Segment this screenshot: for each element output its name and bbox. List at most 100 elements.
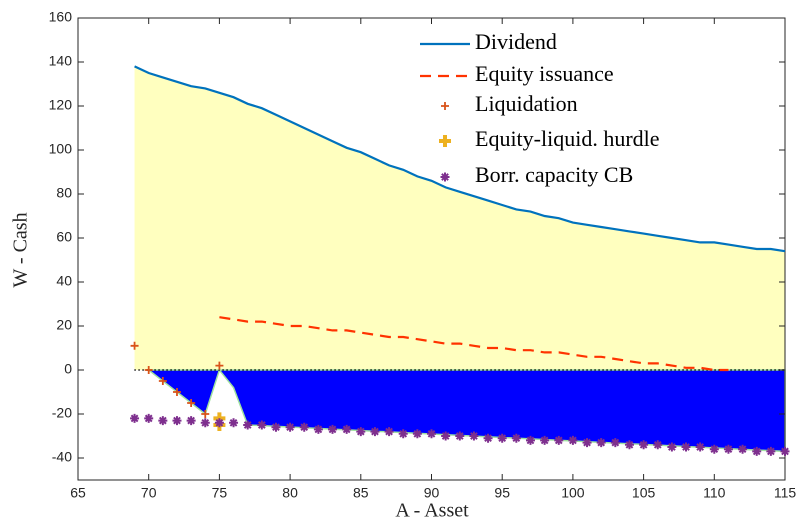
marker <box>271 422 281 432</box>
y-tick-label: 40 <box>56 273 72 289</box>
marker <box>356 427 366 437</box>
marker-shape <box>511 433 521 443</box>
area-fill <box>134 66 785 371</box>
marker <box>483 433 493 443</box>
x-axis-label: A - Asset <box>395 500 469 522</box>
marker <box>511 433 521 443</box>
marker <box>525 435 535 445</box>
marker-shape <box>596 438 606 448</box>
marker <box>201 410 210 418</box>
area <box>146 368 786 453</box>
marker-shape <box>215 361 224 370</box>
marker-shape <box>723 444 733 454</box>
marker <box>370 427 380 437</box>
marker-shape <box>328 424 338 434</box>
marker-shape <box>469 431 479 441</box>
marker <box>313 424 323 434</box>
marker <box>610 438 620 448</box>
legend-swatch <box>441 102 449 110</box>
y-tick-label: 60 <box>56 229 72 245</box>
marker-shape <box>695 442 705 452</box>
marker <box>229 418 239 428</box>
marker <box>187 399 196 407</box>
marker <box>328 424 338 434</box>
marker <box>653 440 663 450</box>
marker-shape <box>144 413 154 423</box>
x-tick-label: 115 <box>774 485 797 501</box>
marker-shape <box>440 172 450 182</box>
marker-shape <box>780 446 790 456</box>
marker <box>144 366 153 374</box>
marker <box>158 416 168 426</box>
y-tick-label: -20 <box>52 405 72 421</box>
marker <box>441 431 451 441</box>
marker-shape <box>243 420 253 430</box>
y-tick-label: 140 <box>49 53 73 69</box>
marker <box>243 420 253 430</box>
marker-shape <box>158 377 167 385</box>
marker <box>299 422 309 432</box>
marker <box>596 438 606 448</box>
marker-shape <box>356 427 366 437</box>
marker <box>398 429 408 439</box>
marker-shape <box>441 102 449 110</box>
marker-shape <box>427 429 436 439</box>
marker <box>158 377 167 385</box>
legend-label: Equity-liquid. hurdle <box>475 126 660 151</box>
x-tick-label: 110 <box>703 485 726 501</box>
marker-shape <box>709 444 719 454</box>
marker-shape <box>130 413 140 423</box>
marker <box>639 440 649 450</box>
marker-shape <box>186 416 196 426</box>
y-tick-label: 80 <box>56 185 72 201</box>
marker <box>342 424 352 434</box>
marker-shape <box>200 418 210 428</box>
marker <box>200 418 210 428</box>
marker-shape <box>752 446 762 456</box>
marker-shape <box>342 424 352 434</box>
x-tick-label: 65 <box>70 485 86 501</box>
marker <box>130 413 140 423</box>
x-tick-label: 95 <box>494 485 510 501</box>
y-tick-label: 160 <box>49 9 73 25</box>
marker-shape <box>144 366 153 374</box>
marker-shape <box>398 429 408 439</box>
legend-label: Liquidation <box>475 91 578 116</box>
legend-swatch <box>439 135 451 147</box>
series-line <box>134 65 786 253</box>
marker-shape <box>610 438 620 448</box>
marker-shape <box>624 440 634 450</box>
marker <box>497 433 507 443</box>
marker-shape <box>582 438 592 448</box>
marker <box>469 431 479 441</box>
marker-shape <box>439 135 451 147</box>
marker-shape <box>370 427 380 437</box>
x-tick-label: 80 <box>282 485 298 501</box>
x-tick-label: 85 <box>353 485 369 501</box>
marker-shape <box>681 442 691 452</box>
marker-shape <box>441 431 451 441</box>
marker-shape <box>384 427 394 437</box>
x-tick-label: 70 <box>141 485 157 501</box>
marker-shape <box>766 446 776 456</box>
legend-label: Dividend <box>475 29 557 54</box>
marker-shape <box>229 418 239 428</box>
marker <box>186 416 196 426</box>
marker <box>172 388 181 396</box>
marker-shape <box>172 388 181 396</box>
marker-shape <box>639 440 649 450</box>
marker-shape <box>201 410 210 418</box>
x-tick-label: 75 <box>212 485 228 501</box>
series-line <box>219 316 729 372</box>
marker <box>667 442 677 452</box>
marker <box>455 431 465 441</box>
marker <box>214 418 224 428</box>
marker <box>752 446 762 456</box>
plot-area <box>134 66 786 453</box>
marker-shape <box>738 444 748 454</box>
x-tick-label: 105 <box>632 485 656 501</box>
marker <box>554 435 564 445</box>
marker-shape <box>455 431 465 441</box>
marker <box>709 444 719 454</box>
